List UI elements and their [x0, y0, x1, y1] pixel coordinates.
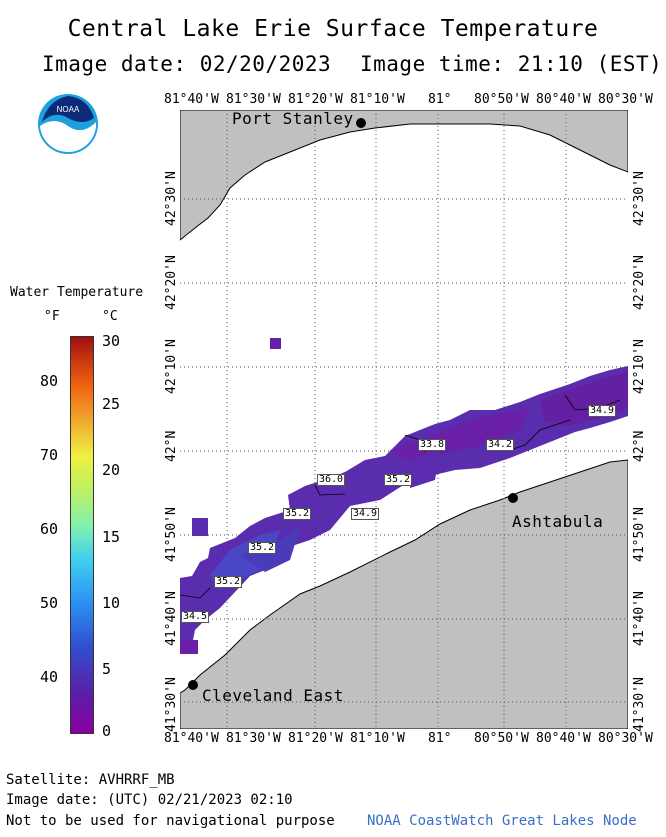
temp-value-label: 35.2 — [283, 508, 312, 520]
celsius-tick: 30 — [102, 332, 121, 350]
fahrenheit-tick: 50 — [40, 594, 59, 612]
celsius-tick: 20 — [102, 461, 121, 479]
lat-tick-right: 41°40'N — [632, 591, 647, 646]
lon-tick-bottom: 80°30'W — [598, 731, 653, 746]
lon-tick-bottom: 80°50'W — [474, 731, 529, 746]
page-title: Central Lake Erie Surface Temperature — [67, 16, 599, 42]
temp-value-label: 34.2 — [486, 439, 515, 451]
celsius-tick: 10 — [102, 594, 121, 612]
temp-value-label: 35.2 — [248, 542, 277, 554]
coastwatch-credit: NOAA CoastWatch Great Lakes Node — [367, 813, 637, 829]
ashtabula-marker — [508, 493, 518, 503]
fahrenheit-tick: 60 — [40, 520, 59, 538]
lon-tick-top: 81°40'W — [164, 92, 219, 107]
temperature-map — [180, 110, 628, 729]
logo-text: NOAA — [57, 105, 80, 114]
utc-image-date: Image date: (UTC) 02/21/2023 02:10 — [6, 792, 293, 808]
lat-tick-left: 41°40'N — [164, 591, 179, 646]
lon-tick-top: 81° — [428, 92, 452, 107]
lat-tick-right: 42°30'N — [632, 171, 647, 226]
lat-tick-left: 42°N — [164, 430, 179, 462]
lat-tick-left: 42°10'N — [164, 339, 179, 394]
port-stanley-marker — [356, 118, 366, 128]
celsius-tick: 0 — [102, 722, 112, 740]
temp-value-label: 34.5 — [181, 611, 210, 623]
satellite-name: Satellite: AVHRRF_MB — [6, 772, 175, 788]
celsius-tick: 15 — [102, 528, 121, 546]
image-date: Image date: 02/20/2023 — [42, 52, 332, 76]
lat-tick-right: 42°N — [632, 430, 647, 462]
isolated-pixel — [270, 338, 281, 349]
cleveland-east-label: Cleveland East — [202, 686, 344, 705]
port-stanley-label: Port Stanley — [232, 109, 354, 128]
lon-tick-top: 80°40'W — [536, 92, 591, 107]
temp-value-label: 33.8 — [418, 439, 447, 451]
ashtabula-label: Ashtabula — [512, 512, 604, 531]
north-shore-land — [180, 110, 628, 241]
lon-tick-bottom: 81°40'W — [164, 731, 219, 746]
lon-tick-top: 80°50'W — [474, 92, 529, 107]
lat-tick-left: 42°30'N — [164, 171, 179, 226]
temp-value-label: 34.9 — [588, 405, 617, 417]
temp-value-label: 34.9 — [351, 508, 380, 520]
lon-tick-bottom: 81°30'W — [226, 731, 281, 746]
image-time: Image time: 21:10 (EST) — [360, 52, 663, 76]
south-shore-land — [180, 459, 628, 729]
cleveland-east-marker — [188, 680, 198, 690]
temp-value-label: 35.2 — [384, 474, 413, 486]
temperature-color-scale — [70, 336, 94, 734]
celsius-tick: 5 — [102, 660, 112, 678]
lon-tick-top: 81°20'W — [288, 92, 343, 107]
lat-tick-left: 41°30'N — [164, 677, 179, 732]
lon-tick-bottom: 81°10'W — [350, 731, 405, 746]
fahrenheit-tick: 40 — [40, 668, 59, 686]
temp-value-label: 36.0 — [317, 474, 346, 486]
unit-fahrenheit: °F — [44, 309, 60, 324]
celsius-tick: 25 — [102, 395, 121, 413]
temp-value-label: 35.2 — [214, 576, 243, 588]
lat-tick-right: 41°30'N — [632, 677, 647, 732]
lon-tick-top: 81°30'W — [226, 92, 281, 107]
lat-tick-right: 42°20'N — [632, 255, 647, 310]
lat-tick-left: 42°20'N — [164, 255, 179, 310]
lon-tick-bottom: 80°40'W — [536, 731, 591, 746]
fahrenheit-tick: 70 — [40, 446, 59, 464]
lat-tick-left: 41°50'N — [164, 507, 179, 562]
lon-tick-bottom: 81°20'W — [288, 731, 343, 746]
navigation-disclaimer: Not to be used for navigational purpose — [6, 813, 335, 829]
noaa-logo-icon: NOAA — [38, 94, 98, 154]
lon-tick-top: 81°10'W — [350, 92, 405, 107]
legend-title: Water Temperature — [10, 285, 144, 300]
lon-tick-bottom: 81° — [428, 731, 452, 746]
unit-celsius: °C — [102, 309, 118, 324]
lon-tick-top: 80°30'W — [598, 92, 653, 107]
lat-tick-right: 42°10'N — [632, 339, 647, 394]
lat-tick-right: 41°50'N — [632, 507, 647, 562]
fahrenheit-tick: 80 — [40, 372, 59, 390]
